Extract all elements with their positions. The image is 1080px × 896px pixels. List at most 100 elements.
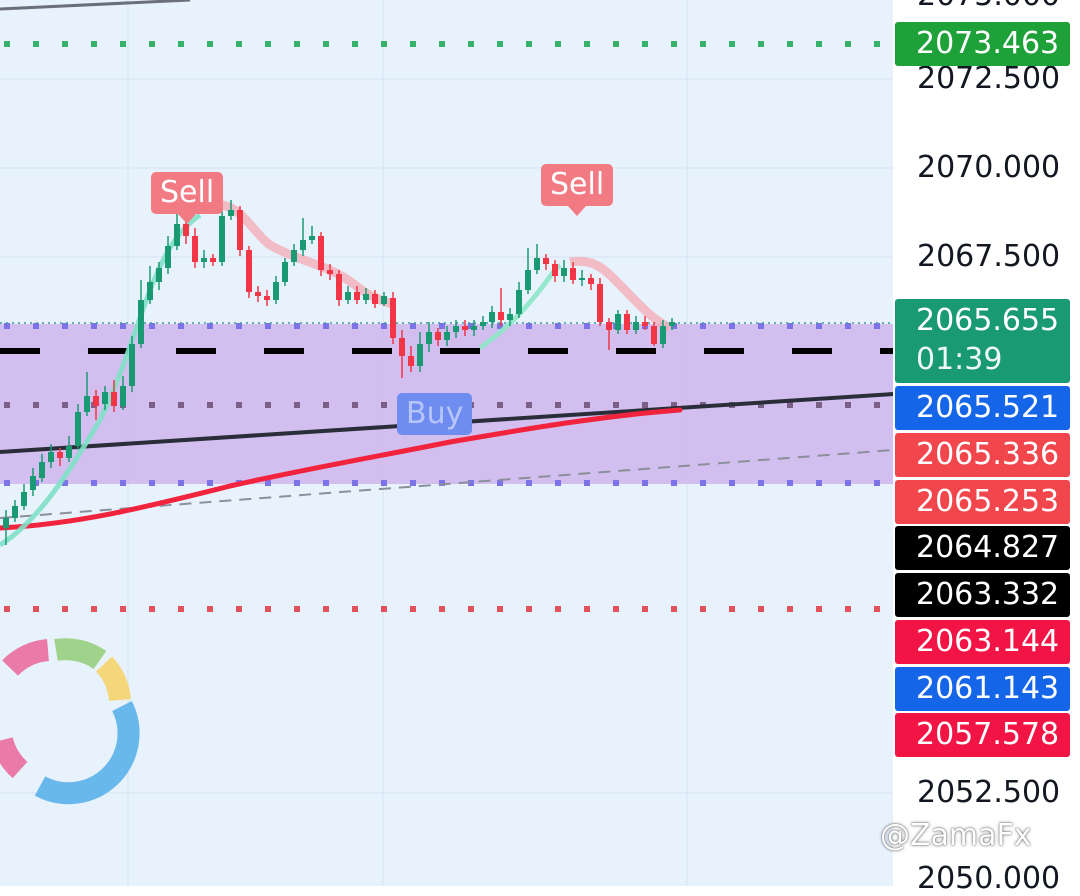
- candle-body: [255, 292, 261, 296]
- candle-body: [444, 332, 450, 340]
- candle-body: [111, 392, 117, 406]
- price-tag-blue: 2065.521: [895, 386, 1070, 430]
- candle-body: [210, 258, 216, 262]
- candle-countdown: 01:39: [916, 342, 1003, 377]
- candle-body: [408, 356, 414, 366]
- candle-body: [417, 344, 423, 366]
- sell-signal-2: Sell: [541, 164, 614, 216]
- candle-body: [435, 332, 441, 340]
- candlesticks: [3, 200, 675, 545]
- candle-body: [165, 246, 171, 268]
- price-tag-red-2: 2065.253: [895, 480, 1070, 524]
- price-tag-black-1: 2064.827: [895, 526, 1070, 570]
- logo-ring: [0, 638, 140, 805]
- candle-body: [669, 322, 675, 326]
- candle-body: [129, 344, 135, 386]
- candle-body: [30, 476, 36, 490]
- sell-signal-1: Sell: [151, 172, 224, 224]
- red-moving-average: [0, 407, 683, 531]
- candle-body: [174, 224, 180, 246]
- candle-body: [426, 332, 432, 344]
- candle-body: [192, 236, 198, 262]
- candle-body: [84, 396, 90, 412]
- price-tag-green: 2073.463: [895, 22, 1070, 66]
- candle-body: [507, 314, 513, 320]
- candle-body: [102, 392, 108, 404]
- candle-body: [372, 294, 378, 304]
- candle-body: [471, 326, 477, 330]
- candle-body: [120, 386, 126, 406]
- price-tick-2067-500: 2067.500: [917, 239, 1061, 274]
- candle-body: [39, 462, 45, 478]
- candle-body: [201, 258, 207, 262]
- candle-body: [3, 518, 9, 528]
- candle-body: [318, 236, 324, 270]
- bearish-band-2: [569, 256, 673, 333]
- candle-body: [21, 492, 27, 506]
- price-tag-blue-2: 2061.143: [895, 667, 1070, 711]
- buy-signal-1: Buy: [397, 393, 473, 435]
- candle-body: [345, 292, 351, 300]
- candle-body: [489, 312, 495, 322]
- candle-body: [615, 314, 621, 330]
- candle-body: [381, 296, 387, 304]
- top-trendline: [0, 0, 191, 11]
- candle-body: [462, 326, 468, 330]
- price-tag-red-3: 2063.144: [895, 620, 1070, 664]
- price-scale[interactable]: 2075.000 2072.500 2070.000 2067.500 2052…: [893, 0, 1080, 896]
- candle-body: [354, 292, 360, 300]
- candle-body: [660, 326, 666, 344]
- candle-body: [246, 250, 252, 292]
- candle-body: [282, 262, 288, 282]
- candle-body: [75, 412, 81, 446]
- candle-body: [183, 224, 189, 236]
- candle-body: [606, 322, 612, 330]
- price-tick-2052-500: 2052.500: [917, 775, 1061, 810]
- price-tick-2070-000: 2070.000: [917, 150, 1061, 185]
- candle-body: [543, 258, 549, 264]
- price-tick-2072-500: 2072.500: [917, 61, 1061, 96]
- price-tick-top: 2075.000: [917, 0, 1060, 13]
- price-tag-red-4: 2057.578: [895, 713, 1070, 757]
- candle-body: [399, 338, 405, 356]
- candle-body: [534, 258, 540, 270]
- candle-body: [147, 282, 153, 300]
- candle-body: [219, 216, 225, 262]
- candle-body: [516, 290, 522, 314]
- candle-body: [264, 296, 270, 300]
- candle-body: [57, 452, 63, 458]
- chart-plot[interactable]: [0, 0, 893, 886]
- candle-body: [363, 294, 369, 300]
- candle-body: [642, 322, 648, 326]
- candle-body: [273, 282, 279, 300]
- candle-body: [651, 326, 657, 344]
- candle-body: [579, 278, 585, 280]
- chart-canvas[interactable]: Sell Sell Buy: [0, 0, 893, 886]
- candle-body: [336, 274, 342, 300]
- candle-body: [453, 326, 459, 332]
- candle-body: [156, 268, 162, 282]
- price-tick-2050-000: 2050.000: [917, 861, 1061, 896]
- candle-body: [570, 268, 576, 280]
- candle-body: [633, 322, 639, 330]
- watermark-text: @ZamaFx: [880, 818, 1032, 853]
- candle-body: [300, 240, 306, 250]
- candle-body: [48, 452, 54, 462]
- candle-body: [588, 278, 594, 284]
- watermark: @ZamaFx: [880, 818, 1032, 853]
- candle-body: [93, 396, 99, 406]
- candle-body: [237, 210, 243, 250]
- candle-body: [138, 300, 144, 344]
- price-tag-red-1: 2065.336: [895, 433, 1070, 477]
- candle-body: [309, 236, 315, 240]
- candle-body: [624, 314, 630, 330]
- candle-body: [498, 312, 504, 320]
- candle-body: [12, 506, 18, 518]
- candle-body: [66, 446, 72, 458]
- candle-body: [291, 250, 297, 262]
- price-tag-black-2: 2063.332: [895, 573, 1070, 617]
- candle-body: [561, 268, 567, 276]
- candle-body: [228, 210, 234, 216]
- candle-body: [525, 270, 531, 290]
- candle-body: [552, 264, 558, 276]
